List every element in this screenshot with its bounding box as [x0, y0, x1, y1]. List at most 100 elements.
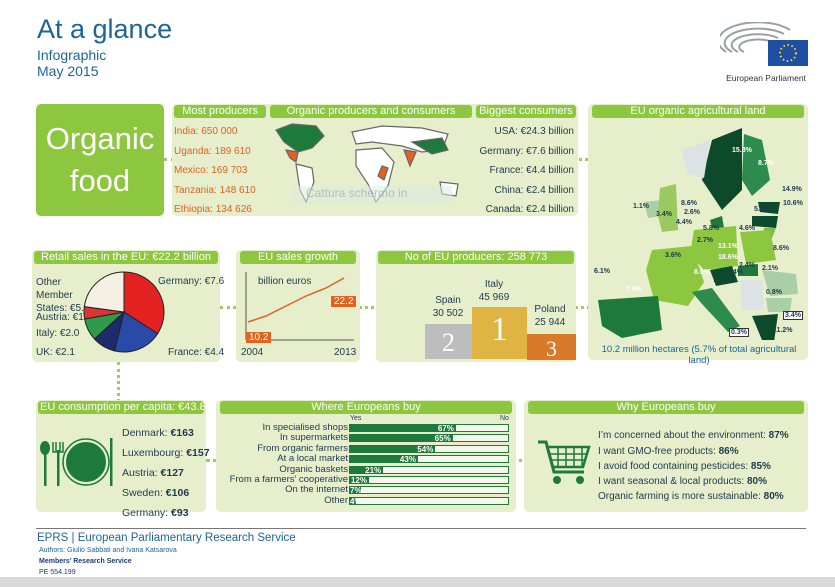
pct: 80%	[763, 491, 784, 502]
producer-item: Mexico: 169 703	[174, 165, 248, 176]
bar-fill: 4%	[350, 496, 362, 506]
yes-label: Yes	[350, 415, 362, 422]
where-header: Where Europeans buy	[220, 401, 512, 414]
growth-line	[247, 277, 345, 323]
consumption-item: Austria: €127	[122, 463, 210, 483]
country: Austria:	[122, 467, 158, 479]
podium-third: 3	[527, 334, 576, 361]
map-label: 8.6%	[681, 200, 697, 207]
retail-header: Retail sales in the EU: €22.2 billion	[34, 251, 218, 264]
growth-start-value: 10.2	[246, 332, 272, 343]
footer-divider	[36, 528, 806, 529]
why-item: I’m concerned about the environment: 87%	[598, 430, 789, 441]
map-label: 8.7%	[758, 160, 774, 167]
map-label: 2.6%	[684, 209, 700, 216]
hemicycle-icon	[717, 21, 808, 66]
map-label: 11.2%	[773, 327, 793, 334]
hero-line1: Organic	[45, 121, 155, 156]
map-label: 0.3%	[729, 328, 749, 337]
bar-fill: 43%	[350, 456, 418, 464]
growth-unit: billion euros	[258, 276, 312, 287]
eu-producers-header: No of EU producers: 258 773	[378, 251, 574, 264]
map-label: 2.4%	[739, 262, 755, 269]
growth-end-year: 2013	[334, 347, 357, 358]
consumption-item: Germany: €93	[122, 503, 210, 523]
no-label: No	[500, 415, 509, 422]
footer-ref: PE 554.199	[39, 569, 76, 576]
page-title: At a glance	[37, 14, 173, 44]
bar-fill: 65%	[350, 435, 453, 443]
eu-land-header: EU organic agricultural land	[592, 105, 804, 118]
bar-label: Organic baskets	[279, 463, 348, 475]
map-label: 13.1%	[718, 243, 738, 250]
map-label: 5.8%	[703, 225, 719, 232]
retail-label-austria: Austria: €1.1	[36, 312, 93, 323]
screenshot-overlay-text: Cattura schermo in	[292, 186, 452, 204]
where-bar-row: From a farmers’ cooperative 12%	[216, 474, 516, 485]
page-date: May 2015	[37, 63, 99, 79]
map-label: 5.5%	[754, 206, 770, 213]
pct: 86%	[718, 446, 739, 457]
why-item: Organic farming is more sustainable: 80%	[598, 491, 784, 502]
bottom-scroll-area	[0, 577, 835, 587]
bar-track: 65%	[349, 434, 509, 443]
pct: 80%	[746, 476, 767, 487]
world-map-header: Organic producers and consumers	[270, 105, 472, 118]
map-label: 7.3%	[713, 277, 729, 284]
retail-label-germany: Germany: €7.6	[158, 276, 225, 287]
podium-first: 1	[472, 307, 527, 359]
eu-land-total: 10.2 million hectares (5.7% of total agr…	[601, 344, 797, 366]
podium-first-label: Italy 45 969	[474, 278, 514, 304]
eu-map	[598, 128, 798, 340]
growth-start-year: 2004	[241, 347, 264, 358]
bar-label: Other	[324, 494, 348, 506]
bar-track: 7%	[349, 486, 509, 496]
reason: I want seasonal & local products:	[598, 476, 745, 487]
pie-slice-other	[83, 271, 125, 313]
where-bar-row: From organic farmers 54%	[216, 443, 516, 454]
value: 30 502	[432, 308, 464, 319]
producer-item: Ethiopia: 134 626	[174, 204, 252, 215]
value: €106	[165, 487, 190, 499]
page-subtitle: Infographic	[37, 47, 107, 63]
bar-label: From a farmers’ cooperative	[229, 474, 348, 485]
bar-track: 54%	[349, 444, 509, 453]
map-label: 2.1%	[762, 265, 778, 272]
hero-line2: food	[69, 163, 131, 198]
map-label: 2.4%	[727, 269, 743, 276]
country: Italy	[484, 279, 504, 290]
where-bar-row: On the internet 7%	[216, 484, 516, 496]
most-producers-list: India: 650 000 Uganda: 189 610 Mexico: 1…	[174, 122, 256, 220]
consumer-item: Germany: €7.6 billion	[479, 145, 575, 157]
bar-track: 4%	[349, 496, 509, 506]
map-label: 18.6%	[718, 254, 738, 261]
shopping-cart-icon	[538, 440, 591, 484]
why-item: I want GMO-free products: 86%	[598, 446, 739, 457]
bar-track: 12%	[349, 476, 509, 485]
map-label: 15.8%	[732, 147, 752, 154]
biggest-consumers-list: USA: €24.3 billion Germany: €7.6 billion…	[476, 122, 575, 220]
pct: 87%	[768, 430, 789, 441]
consumption-list: Denmark: €163 Luxembourg: €157 Austria: …	[122, 423, 210, 523]
footer-org: EPRS | European Parliamentary Research S…	[37, 532, 296, 544]
bar-label: At a local market	[277, 453, 348, 465]
retail-pie-chart	[83, 271, 165, 353]
bar-fill: 21%	[350, 466, 384, 474]
bar-label: In supermarkets	[279, 432, 348, 444]
value: €127	[160, 467, 184, 479]
retail-label-italy: Italy: €2.0	[36, 328, 80, 339]
growth-end-value: 22.2	[331, 296, 357, 307]
consumer-item: USA: €24.3 billion	[494, 126, 575, 137]
reason: I avoid food containing pesticides:	[598, 461, 749, 472]
reason: I want GMO-free products:	[598, 446, 716, 457]
connector-line	[117, 362, 120, 402]
why-header: Why Europeans buy	[528, 401, 804, 414]
value: 45 969	[478, 292, 510, 303]
retail-label-france: France: €4.4	[168, 347, 225, 358]
reason: I’m concerned about the environment:	[598, 430, 766, 441]
retail-label-uk: UK: €2.1	[36, 347, 75, 358]
where-bar-row: At a local market 43%	[216, 453, 516, 465]
reason: Organic farming is more sustainable:	[598, 491, 761, 502]
biggest-consumers-header: Biggest consumers	[476, 105, 576, 118]
bar-fill: 7%	[350, 486, 362, 496]
